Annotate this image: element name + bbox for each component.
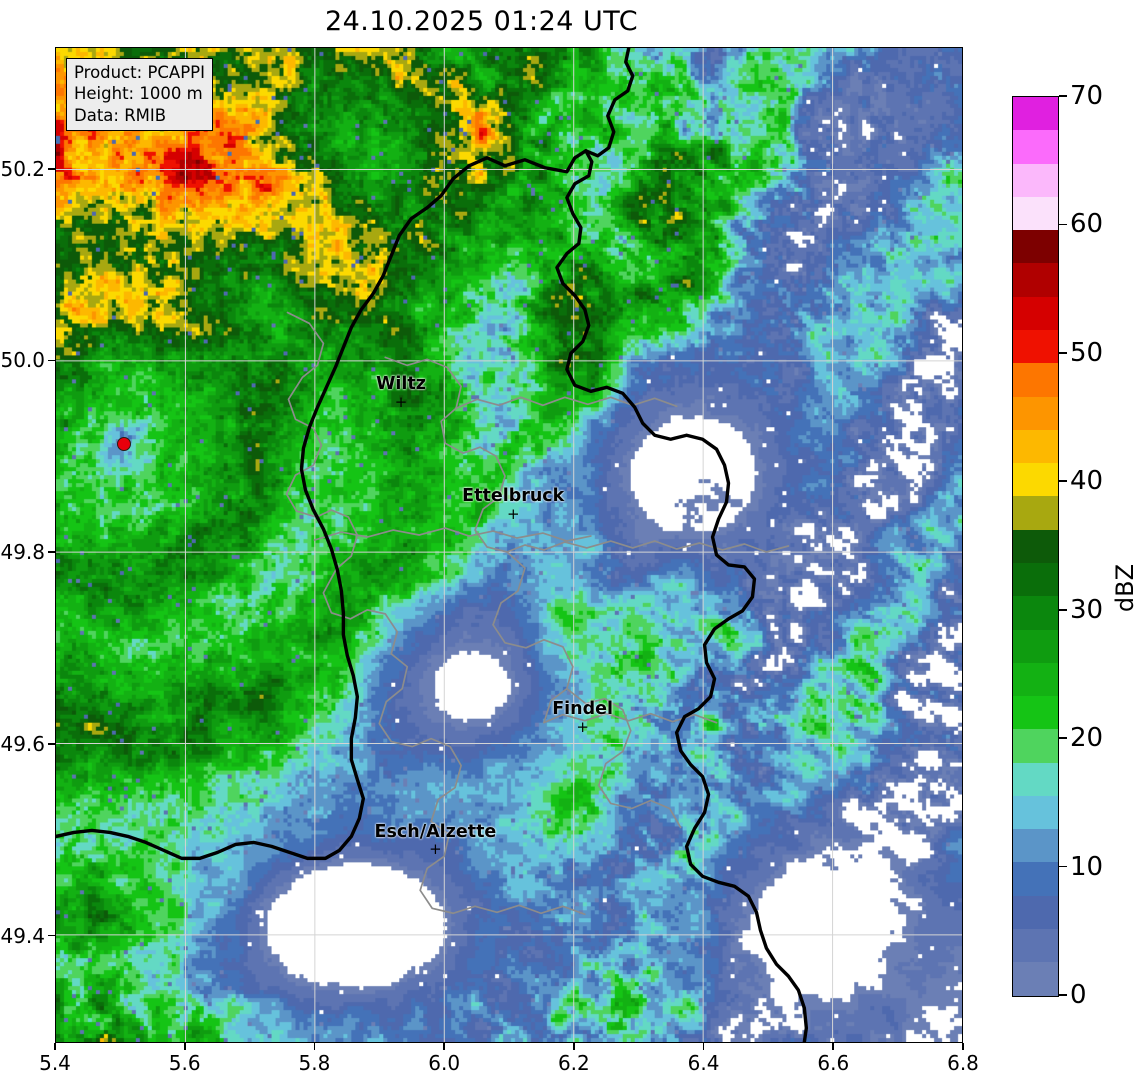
product-info-box: Product: PCAPPI Height: 1000 m Data: RMI… [66, 58, 213, 132]
city-marker: + [506, 504, 520, 523]
city-label-findel: Findel + [552, 701, 613, 735]
x-tick-label: 5.8 [298, 1051, 331, 1075]
colorbar-band [1013, 795, 1058, 830]
map-vector-layer [56, 48, 962, 1042]
radar-reflectivity-layer [56, 48, 962, 1042]
info-data: Data: RMIB [74, 105, 167, 125]
city-label-ettelbruck: Ettelbruck + [462, 488, 564, 522]
colorbar-band [1013, 296, 1058, 330]
city-name: Esch/Alzette [374, 821, 497, 842]
info-height: Height: 1000 m [74, 84, 203, 104]
radar-site-marker [117, 436, 132, 451]
x-tick-label: 6.0 [428, 1051, 461, 1075]
colorbar-tick-mark [1059, 994, 1067, 996]
colorbar-band [1013, 97, 1058, 131]
colorbar-band [1013, 396, 1058, 430]
x-tick-label: 5.4 [39, 1051, 71, 1075]
colorbar-band [1013, 862, 1058, 896]
city-label-esch-alzette: Esch/Alzette + [374, 821, 497, 859]
colorbar-band [1013, 829, 1058, 863]
colorbar-band [1013, 596, 1058, 630]
colorbar-tick-mark [1059, 608, 1067, 611]
colorbar-band [1013, 163, 1058, 197]
colorbar-band [1013, 196, 1058, 231]
colorbar-band [1013, 562, 1058, 597]
x-tick-mark [443, 1043, 445, 1050]
colorbar-band [1013, 895, 1058, 930]
colorbar-tick-label: 40 [1070, 466, 1104, 497]
colorbar-band [1013, 762, 1058, 796]
x-tick-label: 6.6 [817, 1051, 850, 1075]
y-tick-mark [48, 743, 55, 745]
colorbar-band [1013, 230, 1058, 264]
colorbar-band [1013, 429, 1058, 464]
colorbar-band [1013, 263, 1058, 297]
y-tick-label: 49.6 [0, 731, 45, 756]
colorbar-tick-mark [1059, 223, 1067, 226]
colorbar-band [1013, 962, 1058, 996]
grid-lines [56, 48, 962, 1042]
x-tick-mark [962, 1043, 964, 1050]
colorbar-band [1013, 363, 1058, 397]
info-product: Product: PCAPPI [74, 63, 205, 82]
y-tick-label: 49.8 [0, 540, 45, 565]
colorbar-band [1013, 662, 1058, 697]
colorbar-tick-label: 0 [1070, 980, 1087, 1010]
colorbar-band [1013, 929, 1058, 963]
colorbar-band [1013, 496, 1058, 530]
city-label-wiltz: Wiltz + [376, 376, 426, 410]
colorbar-tick-mark [1059, 865, 1067, 868]
y-tick-label: 50.2 [0, 156, 45, 181]
x-tick-label: 6.8 [947, 1051, 979, 1075]
colorbar-tick-mark [1059, 480, 1067, 483]
colorbar-tick-label: 60 [1070, 209, 1104, 240]
x-tick-mark [54, 1043, 56, 1050]
colorbar-tick-label: 50 [1070, 337, 1104, 368]
city-marker: + [429, 840, 442, 859]
colorbar-tick-mark [1059, 95, 1067, 97]
colorbar-tick-label: 70 [1070, 81, 1104, 111]
y-tick-mark [48, 359, 55, 362]
x-tick-mark [313, 1043, 316, 1050]
page-title: 24.10.2025 01:24 UTC [324, 6, 639, 37]
x-tick-label: 5.6 [168, 1051, 201, 1075]
colorbar-band [1013, 529, 1058, 563]
colorbar-band [1013, 463, 1058, 497]
district-borders [285, 311, 790, 916]
x-tick-mark [832, 1043, 835, 1050]
colorbar-band [1013, 729, 1058, 763]
colorbar-band [1013, 329, 1058, 364]
y-tick-mark [48, 551, 55, 553]
city-marker: + [576, 717, 589, 736]
colorbar-band [1013, 696, 1058, 730]
colorbar-tick-label: 30 [1070, 594, 1104, 625]
y-tick-mark [48, 934, 55, 937]
colorbar-title: dBZ [1111, 563, 1140, 613]
colorbar-band [1013, 130, 1058, 164]
city-name: Findel [552, 699, 614, 720]
country-borders [56, 48, 809, 1042]
radar-plot-area: Wiltz + Ettelbruck + Findel + Esch/Alzet… [55, 47, 963, 1043]
y-tick-label: 49.4 [0, 923, 45, 948]
y-tick-mark [48, 167, 55, 170]
city-name: Wiltz [376, 374, 426, 395]
colorbar-tick-mark [1059, 737, 1067, 739]
colorbar [1012, 96, 1059, 997]
x-tick-mark [573, 1043, 575, 1050]
y-tick-label: 50.0 [0, 348, 45, 373]
colorbar-tick-label: 10 [1070, 851, 1104, 882]
x-tick-label: 6.2 [557, 1051, 590, 1075]
colorbar-tick-mark [1059, 352, 1067, 354]
colorbar-band [1013, 629, 1058, 663]
colorbar-tick-label: 20 [1070, 723, 1104, 754]
city-marker: + [394, 392, 408, 411]
x-tick-mark [183, 1043, 186, 1050]
x-tick-mark [702, 1043, 705, 1050]
x-tick-label: 6.4 [687, 1051, 720, 1075]
city-name: Ettelbruck [462, 486, 565, 507]
